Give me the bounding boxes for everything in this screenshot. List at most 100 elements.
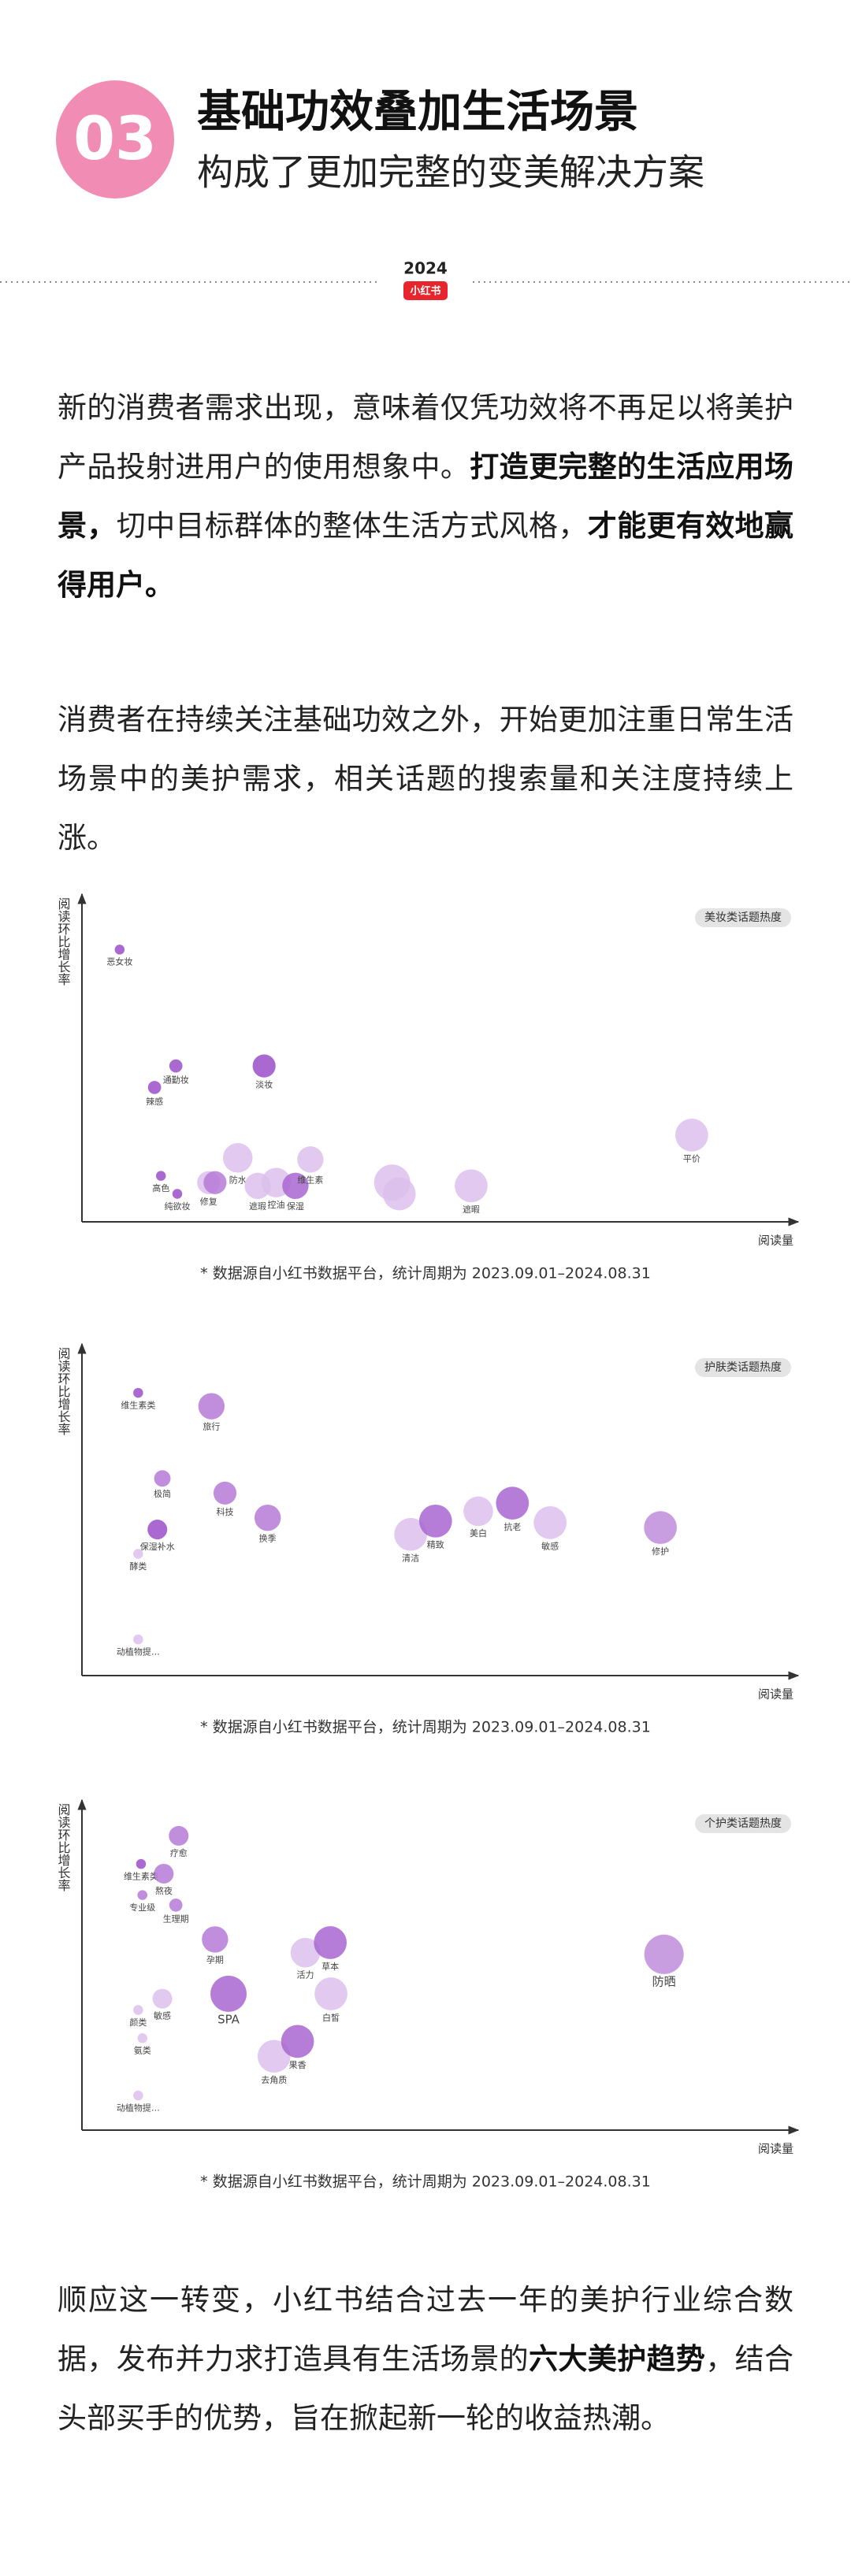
bubble [418,1504,452,1538]
bubble [133,1634,143,1645]
bubble [133,1387,143,1398]
bubble-label: 孕期 [206,1955,224,1965]
bubble-label: 专业级 [129,1902,155,1913]
bubble-label: 敏感 [541,1541,559,1552]
bubble [282,1172,309,1199]
bubble [255,1505,281,1531]
bubble [136,1858,147,1869]
bubble-label: 修复 [200,1196,217,1207]
bubble-label: 纯欲妆 [165,1201,191,1212]
bubble-label: 维生素 [297,1175,323,1186]
bubble-label: 遮暇 [463,1204,480,1215]
text: 消费者在持续关注基础功效之外，开始更加注重日常生活场景中的美护需求，相关话题的搜… [58,703,793,855]
text: 新的消费者需求出现，意味着仅凭功效将不再足以将美护产品投射进用户的使用想象中。 [58,391,793,484]
bubble-label: 控油 [268,1199,285,1210]
bubble-label: 平价 [683,1154,700,1164]
bubble-label: 维生素类 [121,1399,155,1410]
bubble-label: 高色 [152,1182,169,1193]
bubble [147,1081,162,1094]
bubble-label: 草本 [321,1961,339,1972]
bubble-label: 氨类 [134,2045,151,2056]
title: 基础功效叠加生活场景 [197,87,638,138]
footnote: * 数据源自小红书数据平台，统计周期为 2023.09.01–2024.08.3… [200,1719,651,1736]
bubble [137,1890,148,1900]
bubble [533,1506,567,1539]
bubble-label: 颜类 [129,2017,147,2028]
bubble [133,2005,143,2015]
bubble [169,1899,183,1912]
bubble-label: 遮瑕 [249,1201,266,1212]
legend: 美妆类话题热度 [704,911,782,924]
bubble [198,1393,225,1420]
bubble [137,2033,148,2043]
bubble-label: 通勤妆 [163,1075,189,1085]
bubble [202,1926,229,1953]
bubble-label: 辣感 [146,1096,163,1107]
bubble [154,1863,174,1884]
section-number: 03 [73,103,157,173]
bubble [114,945,125,955]
bubble [463,1496,493,1527]
subtitle: 构成了更加完整的变美解决方案 [197,151,704,194]
paragraph: 顺应这一转变，小红书结合过去一年的美护行业综合数据，发布并力求打造具有生活场景的… [58,2270,793,2448]
bubble [147,1520,168,1540]
x-axis-label: 阅读量 [758,2142,793,2156]
bubble [644,1934,684,1974]
bubble [155,1171,166,1181]
y-axis-label: 阅读环比增长率 [56,897,71,985]
text: 切中目标群体的整体生活方式风格， [116,509,588,543]
bubble-label: 极简 [154,1488,171,1499]
bubble-label: 酵类 [129,1561,147,1572]
bold-text: 才能更有效地赢得用户。 [58,509,793,602]
x-axis-label: 阅读量 [758,1687,793,1702]
bubble [252,1054,276,1078]
year: 2024 [403,259,448,278]
legend: 个护类话题热度 [704,1817,782,1830]
y-axis-label: 阅读环比增长率 [56,1803,71,1891]
bubble [203,1171,227,1194]
footnote: * 数据源自小红书数据平台，统计周期为 2023.09.01–2024.08.3… [200,1265,651,1282]
bubble [152,1988,173,2009]
bubble-label: 防晒 [652,1974,676,1988]
bubble-label: 白皙 [322,2012,340,2023]
bubble [394,1517,428,1551]
bubble-label: 动植物提… [117,1646,160,1657]
bubble [281,2025,314,2058]
bubble [213,1481,237,1505]
bubble-label: 敏感 [154,2010,171,2021]
bubble-label: 换季 [259,1532,277,1543]
bubble-label: 防水 [229,1175,247,1186]
bubble [169,1059,183,1073]
bubble-label: 活力 [297,1970,314,1980]
bubble-label: 疗愈 [170,1847,188,1858]
legend-pill [695,1814,791,1833]
bubble-label: 保湿 [287,1201,304,1212]
bubble [382,1177,416,1211]
bubble [496,1487,530,1520]
bubble [133,2090,143,2101]
bubble-label: 动植物提… [117,2102,160,2113]
bubble-label: SPA [217,2012,240,2026]
text: 顺应这一转变，小红书结合过去一年的美护行业综合数据，发布并力求打造具有生活场景的 [58,2283,793,2376]
bubble [257,2040,291,2073]
y-axis-label: 阅读环比增长率 [56,1347,71,1435]
bubble [222,1143,253,1173]
bubble-label: 科技 [217,1506,234,1517]
bubble [172,1189,183,1199]
bubble [290,1938,321,1968]
bubble-label: 维生素类 [124,1870,158,1881]
bubble-label: 修护 [652,1546,669,1557]
bubble [297,1146,324,1173]
bubble-label: 美白 [470,1527,487,1539]
paragraph: 新的消费者需求出现，意味着仅凭功效将不再足以将美护产品投射进用户的使用想象中。打… [58,378,793,614]
bubble [455,1169,488,1203]
bubble-label: 精致 [427,1539,444,1550]
bubble-label: 淡妆 [255,1080,273,1090]
bubble [210,1976,247,2012]
brand-badge [403,281,448,300]
bubble [314,1926,347,1959]
footnote: * 数据源自小红书数据平台，统计周期为 2023.09.01–2024.08.3… [200,2173,651,2191]
bubble-label: 熬夜 [155,1885,173,1896]
bubble-label: 清洁 [402,1553,419,1564]
